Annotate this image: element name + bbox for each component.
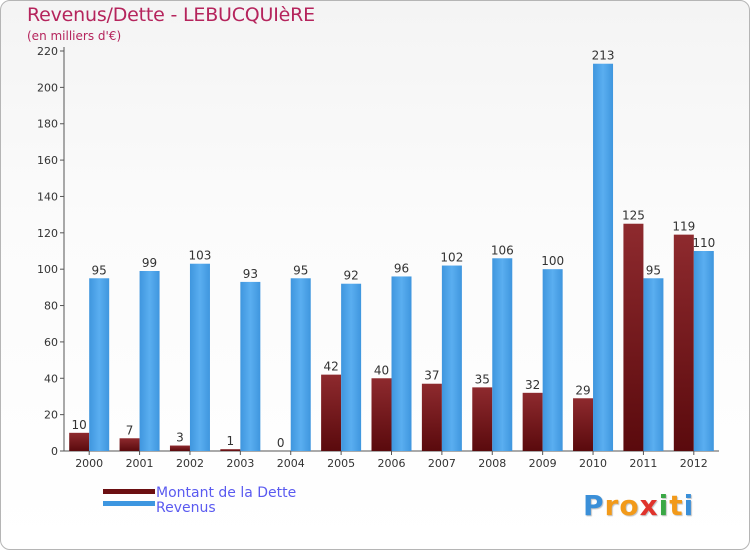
data-label-revenus: 93	[243, 267, 258, 281]
bar-revenus	[593, 63, 614, 452]
y-tick-label: 200	[37, 81, 58, 94]
bar-dette	[169, 445, 190, 451]
data-label-dette: 125	[622, 209, 645, 223]
data-labels: 10 95 7 99 3 103 1 93 0 95 42 92 40 96 37 102 35 106 32 100…	[72, 49, 716, 450]
bar-revenus	[441, 265, 462, 451]
bar-dette	[623, 223, 644, 451]
x-tick-label: 2007	[428, 457, 456, 470]
chart-subtitle: (en milliers d'€)	[27, 29, 122, 43]
data-label-revenus: 95	[92, 263, 107, 277]
data-label-dette: 37	[424, 369, 439, 383]
y-tick-label: 20	[44, 409, 58, 422]
bar-dette	[472, 387, 493, 451]
y-tick-label: 60	[44, 336, 58, 349]
logo-letter: i	[658, 489, 670, 522]
y-tick-label: 0	[51, 445, 58, 458]
data-label-dette: 35	[475, 372, 490, 386]
bar-dette	[321, 374, 342, 451]
legend-swatch-revenus	[103, 501, 155, 506]
bar-revenus	[693, 251, 714, 451]
x-tick-label: 2010	[579, 457, 607, 470]
data-label-dette: 40	[374, 363, 389, 377]
logo-letter: o	[619, 489, 640, 522]
data-label-revenus: 96	[394, 261, 409, 275]
x-tick-label: 2003	[226, 457, 254, 470]
data-label-revenus: 99	[142, 256, 157, 270]
bar-revenus	[542, 269, 563, 451]
data-label-revenus: 102	[440, 251, 463, 265]
data-label-revenus: 92	[343, 269, 358, 283]
x-tick-label: 2002	[176, 457, 204, 470]
bar-dette	[673, 234, 694, 451]
y-tick-label: 160	[37, 154, 58, 167]
data-label-revenus: 95	[293, 263, 308, 277]
logo-letter: P	[583, 489, 605, 522]
legend-label-revenus: Revenus	[156, 500, 216, 516]
data-label-dette: 0	[277, 436, 285, 450]
x-tick-label: 2006	[378, 457, 406, 470]
x-tick-label: 2011	[629, 457, 657, 470]
logo-letter: x	[639, 489, 659, 522]
data-label-revenus: 110	[692, 236, 715, 250]
x-tick-label: 2012	[680, 457, 708, 470]
proxiti-logo: Proxiti	[583, 489, 694, 522]
bar-dette	[69, 432, 90, 451]
bar-dette	[119, 438, 140, 451]
bar-revenus	[240, 281, 261, 451]
bar-dette	[573, 398, 594, 451]
data-label-revenus: 95	[646, 263, 661, 277]
data-label-revenus: 103	[189, 249, 212, 263]
bar-dette	[371, 378, 392, 451]
bar-revenus	[341, 283, 362, 451]
bar-dette	[522, 392, 543, 451]
x-tick-label: 2009	[529, 457, 557, 470]
bar-revenus	[189, 263, 210, 451]
bar-revenus	[139, 271, 160, 451]
data-label-dette: 1	[227, 434, 235, 448]
logo-letter: t	[669, 489, 684, 522]
bar-revenus	[290, 278, 311, 451]
y-tick-label: 220	[37, 45, 58, 58]
y-tick-label: 180	[37, 118, 58, 131]
legend-label-debt: Montant de la Dette	[156, 485, 297, 501]
x-tick-label: 2001	[126, 457, 154, 470]
bar-dette	[220, 449, 241, 451]
data-label-dette: 10	[72, 418, 87, 432]
chart-title: Revenus/Dette - LEBUCQUIèRE	[27, 4, 315, 26]
x-tick-label: 2004	[277, 457, 305, 470]
data-label-revenus: 213	[592, 49, 615, 63]
data-label-dette: 29	[575, 383, 590, 397]
data-label-revenus: 100	[541, 254, 564, 268]
y-tick-label: 80	[44, 300, 58, 313]
y-tick-label: 120	[37, 227, 58, 240]
bar-revenus	[643, 278, 664, 451]
x-tick-label: 2000	[75, 457, 103, 470]
bar-revenus	[89, 278, 110, 451]
logo-letter: r	[604, 489, 620, 522]
bar-revenus	[391, 276, 412, 451]
x-tick-label: 2008	[478, 457, 506, 470]
bar-dette	[421, 383, 442, 451]
data-label-dette: 119	[672, 220, 695, 234]
y-tick-label: 100	[37, 263, 58, 276]
logo-letter: i	[683, 489, 695, 522]
bars	[69, 63, 714, 452]
data-label-dette: 32	[525, 378, 540, 392]
y-tick-label: 40	[44, 372, 58, 385]
y-tick-label: 140	[37, 190, 58, 203]
legend-swatch-debt	[103, 489, 155, 494]
data-label-revenus: 106	[491, 243, 514, 257]
x-tick-label: 2005	[327, 457, 355, 470]
data-label-dette: 42	[323, 360, 338, 374]
data-label-dette: 3	[176, 431, 184, 445]
bar-revenus	[492, 258, 513, 451]
data-label-dette: 7	[126, 423, 134, 437]
